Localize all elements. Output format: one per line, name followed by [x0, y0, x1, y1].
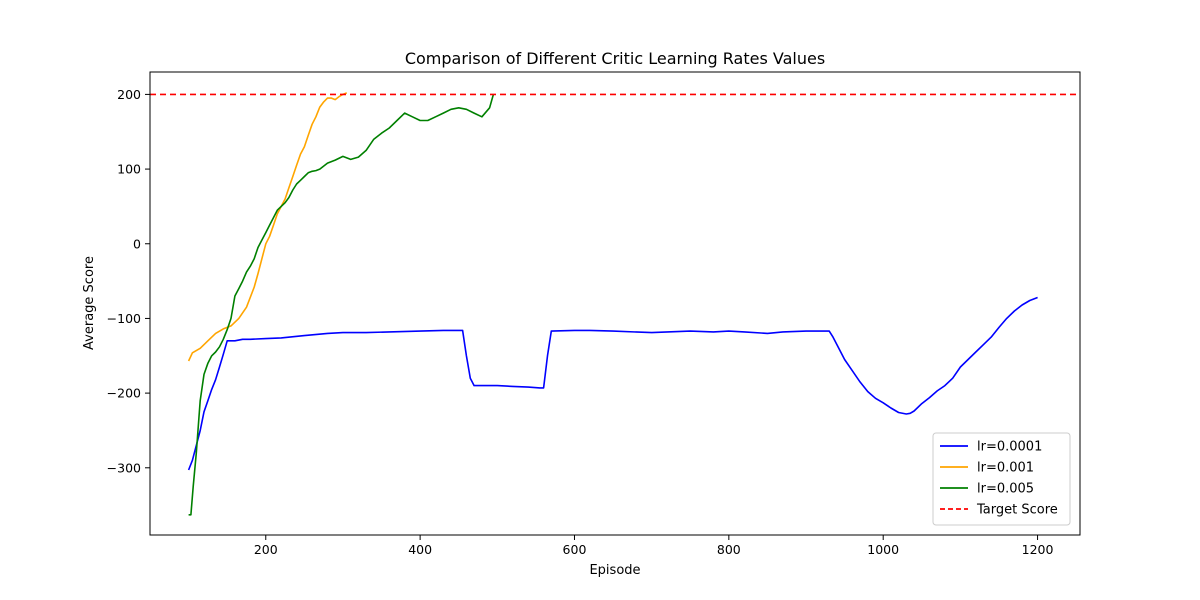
chart-title: Comparison of Different Critic Learning …	[405, 49, 825, 68]
x-tick-label: 400	[408, 542, 432, 557]
plot-area	[150, 92, 1080, 516]
legend-label: lr=0.005	[977, 482, 1034, 497]
y-tick-label: −300	[107, 460, 141, 475]
legend-box	[932, 432, 1071, 526]
series-line-2	[187, 92, 348, 362]
y-tick-label: 200	[117, 87, 141, 102]
series-line-1	[187, 296, 1038, 471]
y-axis-ticks: −300 −200 −100 0 100 200	[107, 87, 150, 475]
x-axis-ticks: 200 400 600 800 1000 1200	[254, 535, 1054, 557]
x-tick-label: 1000	[867, 542, 899, 557]
y-tick-label: −100	[107, 311, 141, 326]
legend: lr=0.0001 lr=0.001 lr=0.005 Target Score	[932, 432, 1071, 526]
y-axis-label: Average Score	[82, 256, 97, 350]
x-tick-label: 600	[563, 542, 587, 557]
plot-frame	[149, 71, 1081, 536]
x-tick-label: 200	[254, 542, 278, 557]
y-tick-label: 100	[117, 162, 141, 177]
y-tick-label: 0	[133, 236, 141, 251]
x-tick-label: 1200	[1022, 542, 1054, 557]
x-tick-label: 800	[717, 542, 741, 557]
legend-label: Target Score	[976, 503, 1058, 518]
series-line-3	[188, 94, 495, 516]
legend-label: lr=0.001	[977, 461, 1034, 476]
legend-label: lr=0.0001	[977, 440, 1042, 455]
y-tick-label: −200	[107, 386, 141, 401]
x-axis-label: Episode	[589, 563, 640, 578]
